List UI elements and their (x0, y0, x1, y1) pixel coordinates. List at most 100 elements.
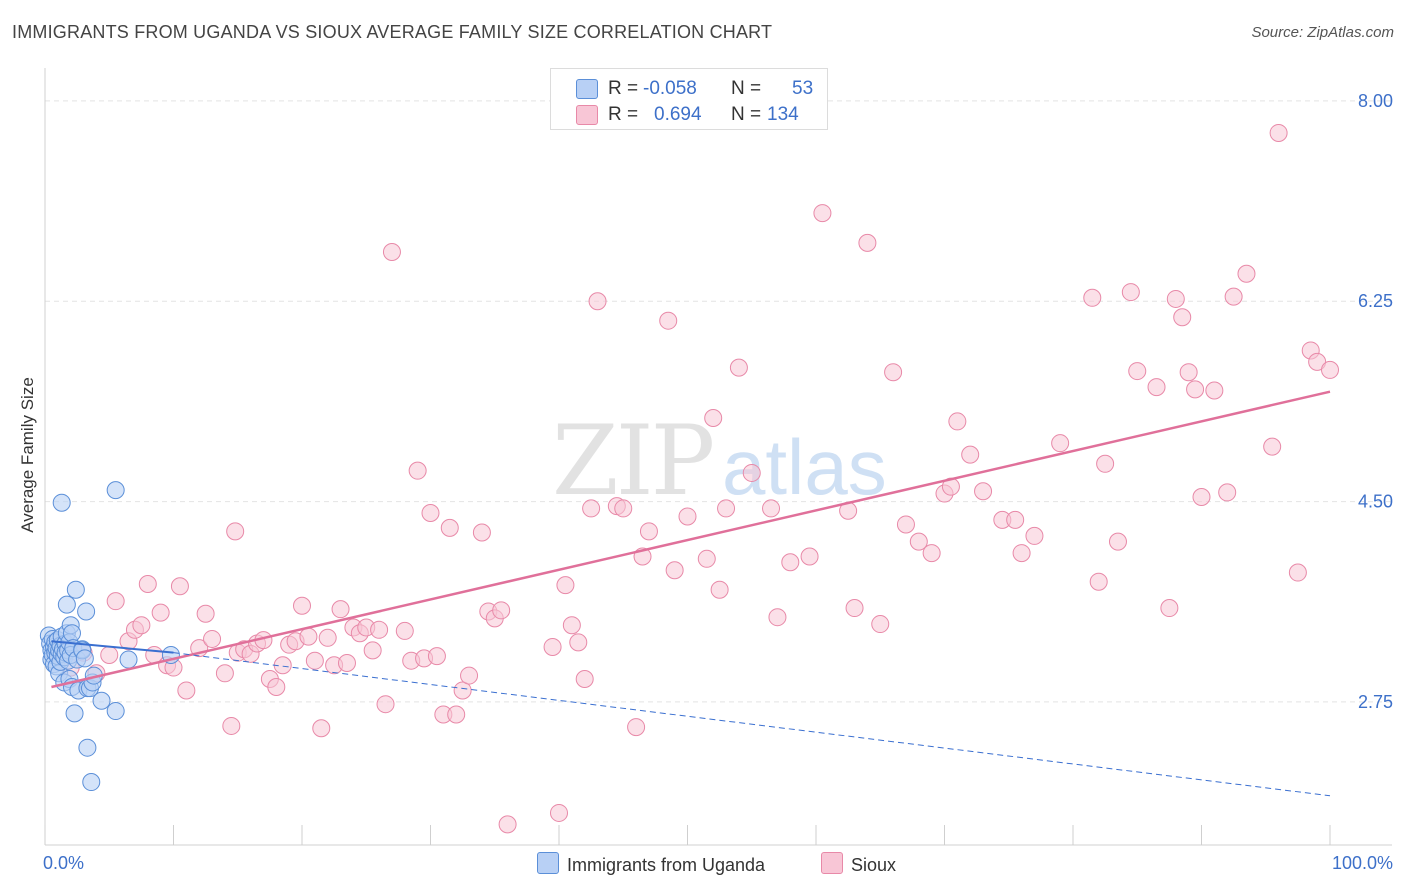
correlation-legend: R = -0.058 N = 53 R = 0.694 N = 134 (550, 68, 828, 130)
sioux-point (370, 620, 389, 639)
sioux-point (659, 311, 678, 330)
bottom-legend-uganda[interactable]: Immigrants from Uganda (537, 852, 765, 876)
sioux-point (569, 633, 588, 652)
sioux-point (1237, 264, 1256, 283)
sioux-point (543, 637, 562, 656)
sioux-point (1006, 510, 1025, 529)
sioux-point (267, 678, 286, 697)
sioux-point (1160, 599, 1179, 618)
sioux-point (222, 716, 241, 735)
sioux-point (1051, 434, 1070, 453)
sioux-point (858, 233, 877, 252)
x-tick-label: 0.0% (43, 853, 84, 873)
sioux-point (710, 580, 729, 599)
sioux-point (614, 499, 633, 518)
sioux-point (395, 621, 414, 640)
sioux-point (151, 603, 170, 622)
sioux-point (363, 641, 382, 660)
sioux-point (196, 604, 215, 623)
sioux-point (1192, 487, 1211, 506)
sioux-point (627, 718, 646, 737)
legend-r-value: 0.694 (654, 104, 702, 125)
y-tick-label: 8.00 (1358, 91, 1393, 111)
sioux-point (768, 608, 787, 627)
sioux-point (1308, 352, 1327, 371)
sioux-point (215, 664, 234, 683)
sioux-point (781, 553, 800, 572)
sioux-point (293, 596, 311, 615)
sioux-point (453, 681, 472, 700)
uganda-point (77, 602, 96, 621)
sioux-point (1321, 360, 1339, 379)
x-tick-label: 100.0% (1332, 853, 1393, 873)
sioux-point (138, 574, 157, 593)
legend-n-value: 134 (767, 104, 799, 125)
sioux-point (1096, 454, 1115, 473)
sioux-point (177, 681, 196, 700)
uganda-point (82, 773, 101, 792)
uganda-point (66, 580, 85, 599)
sioux-point (896, 515, 915, 534)
sioux-point (1179, 363, 1198, 382)
sioux-point (884, 363, 903, 382)
bottom-legend-sioux[interactable]: Sioux (821, 852, 896, 876)
uganda-point (106, 702, 125, 721)
sioux-point (582, 499, 601, 518)
sioux-point (1205, 381, 1224, 400)
chart-title: IMMIGRANTS FROM UGANDA VS SIOUX AVERAGE … (12, 22, 773, 42)
y-tick-label: 4.50 (1358, 492, 1393, 512)
y-tick-label: 2.75 (1358, 692, 1393, 712)
legend-n-label: N = (731, 104, 762, 125)
sioux-point (318, 628, 337, 647)
sioux-point (1025, 526, 1044, 545)
sioux-point (961, 445, 980, 464)
sioux-point (717, 499, 736, 518)
sioux-point (678, 507, 697, 526)
legend-n-label: N = (731, 78, 762, 99)
sioux-point (492, 601, 511, 620)
sioux-point (665, 561, 684, 580)
sioux-point (100, 645, 119, 664)
sioux-point (1147, 378, 1166, 397)
legend-r-label: R = (608, 78, 639, 99)
tick-labels: 2.75 4.50 6.25 8.00 0.0% 100.0% (43, 91, 1393, 873)
sioux-point (337, 653, 356, 672)
sioux-point (460, 666, 479, 685)
sioux-point (742, 463, 761, 482)
sioux-point (1288, 563, 1307, 582)
sioux-point (132, 616, 151, 635)
uganda-point (92, 691, 111, 710)
bottom-legend-label: Immigrants from Uganda (567, 855, 766, 875)
legend-n-value: 53 (792, 78, 814, 99)
uganda-point (75, 649, 94, 668)
trend-lines (51, 390, 1331, 797)
uganda-point (52, 493, 71, 512)
sioux-point (440, 518, 459, 537)
sioux-point (639, 522, 658, 541)
sioux-point (312, 719, 331, 738)
sioux-point (1263, 437, 1282, 456)
sioux-point (170, 577, 189, 596)
sioux-point (1166, 289, 1185, 308)
uganda-point (119, 650, 138, 669)
sioux-point (299, 627, 318, 646)
sioux-point (226, 522, 245, 541)
sioux-point (922, 544, 941, 563)
sioux-point (871, 615, 890, 634)
grid-layer (45, 100, 1392, 703)
uganda-points (39, 481, 180, 792)
sioux-point (1269, 123, 1288, 142)
uganda-point (65, 704, 84, 723)
sioux-point (376, 695, 395, 714)
sioux-point (588, 292, 607, 311)
legend-swatch-blue (576, 79, 598, 99)
sioux-point (909, 532, 928, 551)
sioux-point (575, 670, 594, 689)
sioux-point (1083, 288, 1102, 307)
sioux-point (813, 204, 832, 223)
sioux-point (974, 482, 993, 501)
sioux-point (1224, 287, 1243, 306)
uganda-trend-line (51, 640, 174, 654)
uganda-point (106, 481, 125, 500)
sioux-point (948, 412, 967, 431)
